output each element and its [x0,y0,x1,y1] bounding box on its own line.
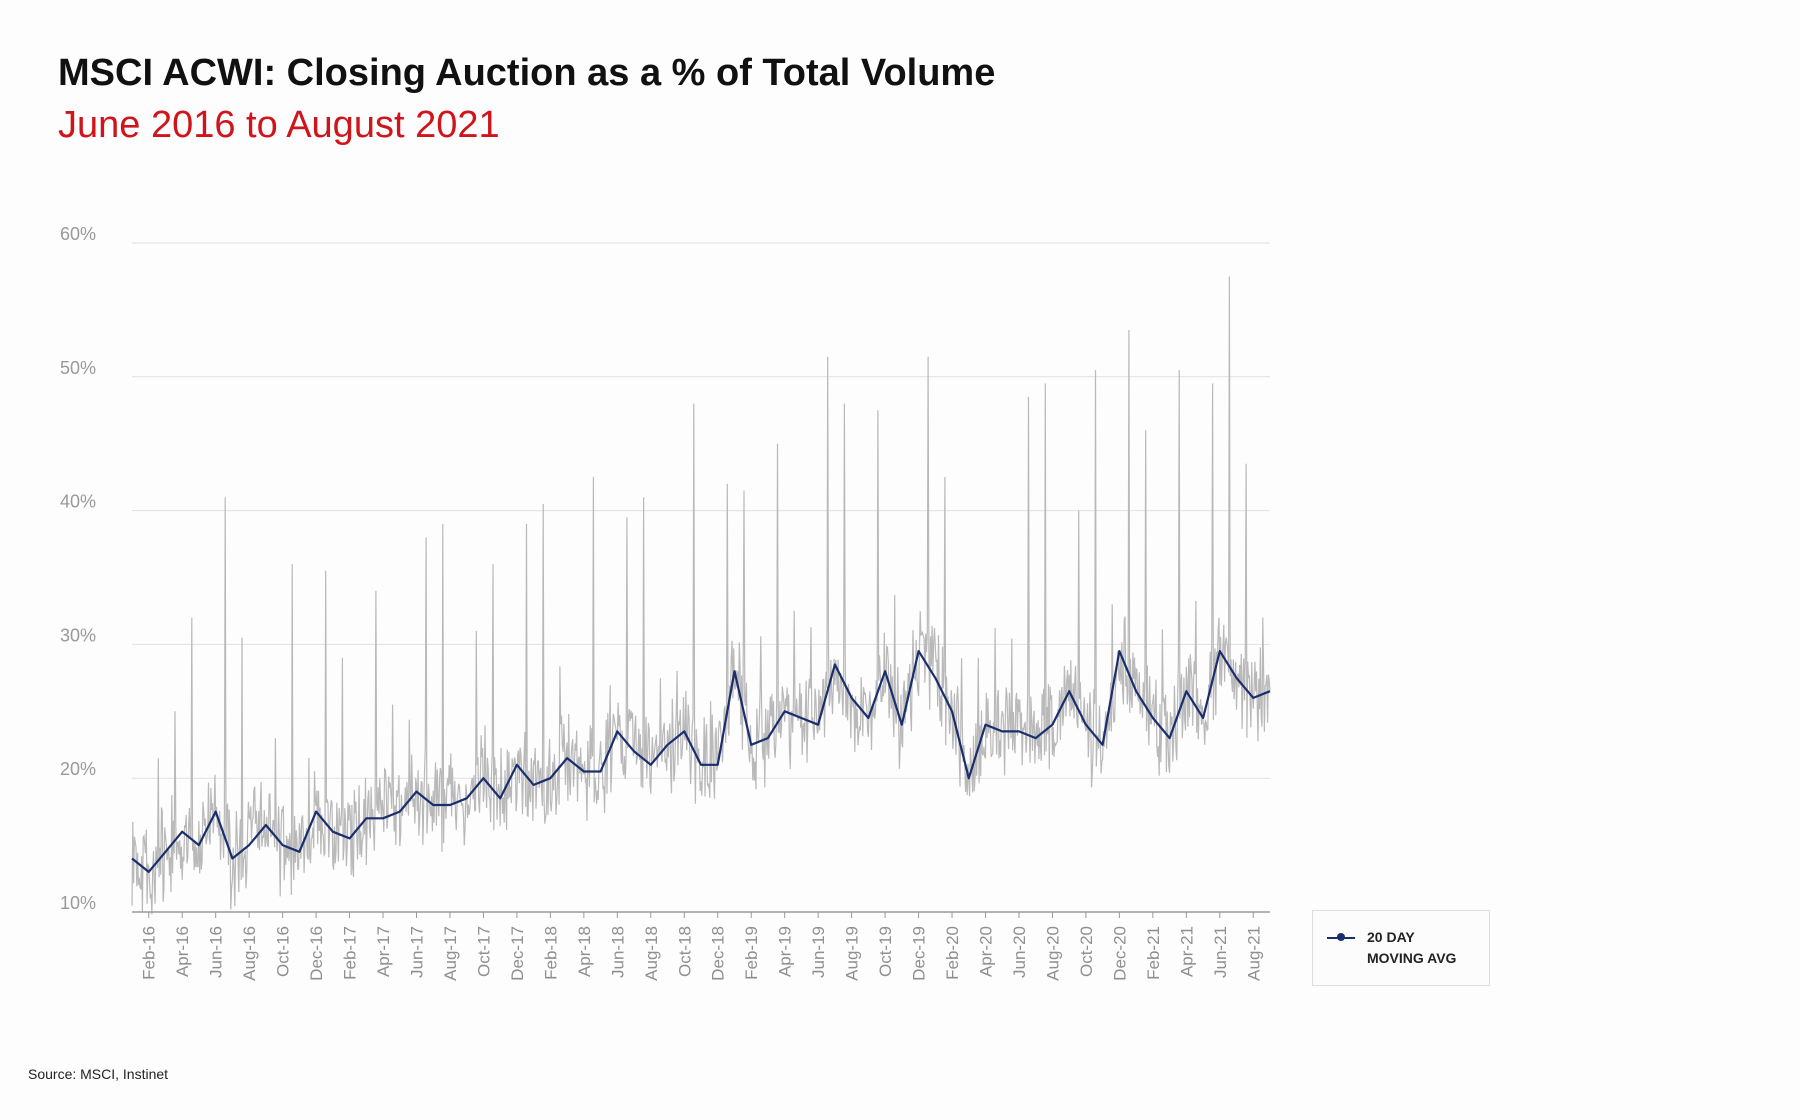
x-tick-label: Oct-18 [675,926,694,977]
chart-title: MSCI ACWI: Closing Auction as a % of Tot… [58,52,996,94]
daily-series [131,276,1271,915]
y-tick-label: 60% [60,224,96,244]
x-tick-label: Dec-20 [1110,926,1129,981]
x-tick-label: Jun-17 [408,926,427,978]
x-tick-label: Aug-20 [1043,926,1062,981]
x-tick-label: Feb-18 [541,926,560,980]
y-tick-label: 40% [60,492,96,512]
x-tick-label: Dec-19 [910,926,929,981]
legend-marker-icon [1337,933,1345,941]
x-tick-label: Dec-18 [709,926,728,981]
x-tick-label: Aug-19 [843,926,862,981]
y-tick-label: 50% [60,358,96,378]
chart-subtitle: June 2016 to August 2021 [58,104,500,146]
x-tick-label: Aug-18 [642,926,661,981]
x-tick-label: Oct-16 [274,926,293,977]
legend-label: 20 DAY MOVING AVG [1367,927,1485,969]
y-axis-tick-labels: 10% 20% 30% 40% 50% 60% [60,224,96,913]
x-tick-label: Oct-19 [876,926,895,977]
x-tick-label: Apr-17 [374,926,393,977]
x-tick-label: Dec-16 [307,926,326,981]
legend-label-line-1: 20 DAY [1367,929,1415,945]
x-axis: Feb-16 Apr-16 Jun-16 Aug-16 Oct-16 Dec-16 Feb-… [132,911,1270,981]
source-note: Source: MSCI, Instinet [28,1066,169,1082]
x-tick-label: Feb-17 [341,926,360,980]
moving-average-line [131,650,1271,873]
x-tick-label: Dec-17 [508,926,527,981]
x-tick-label: Apr-18 [575,926,594,977]
y-tick-label: 10% [60,893,96,913]
x-tick-label: Apr-21 [1177,926,1196,977]
x-tick-label: Apr-20 [977,926,996,977]
x-tick-label: Aug-17 [441,926,460,981]
x-tick-label: Feb-21 [1144,926,1163,980]
x-tick-label: Jun-18 [608,926,627,978]
x-tick-label: Feb-16 [140,926,159,980]
x-tick-label: Jun-20 [1010,926,1029,978]
moving-average-series [131,650,1271,873]
x-tick-label: Aug-16 [240,926,259,981]
legend: 20 DAY MOVING AVG [1312,910,1490,986]
x-tick-label: Jun-21 [1211,926,1230,978]
x-tick-label: Oct-17 [474,926,493,977]
y-tick-label: 30% [60,625,96,645]
gridlines [132,242,1270,779]
x-tick-label: Jun-16 [207,926,226,978]
x-tick-label: Feb-20 [943,926,962,980]
legend-label-line-2: MOVING AVG [1367,950,1457,966]
x-tick-label: Aug-21 [1244,926,1263,981]
x-tick-label: Apr-16 [173,926,192,977]
daily-series-line [131,276,1271,915]
x-tick-label: Feb-19 [742,926,761,980]
x-tick-label: Apr-19 [776,926,795,977]
x-tick-label: Jun-19 [809,926,828,978]
x-tick-label: Oct-20 [1077,926,1096,977]
y-tick-label: 20% [60,759,96,779]
